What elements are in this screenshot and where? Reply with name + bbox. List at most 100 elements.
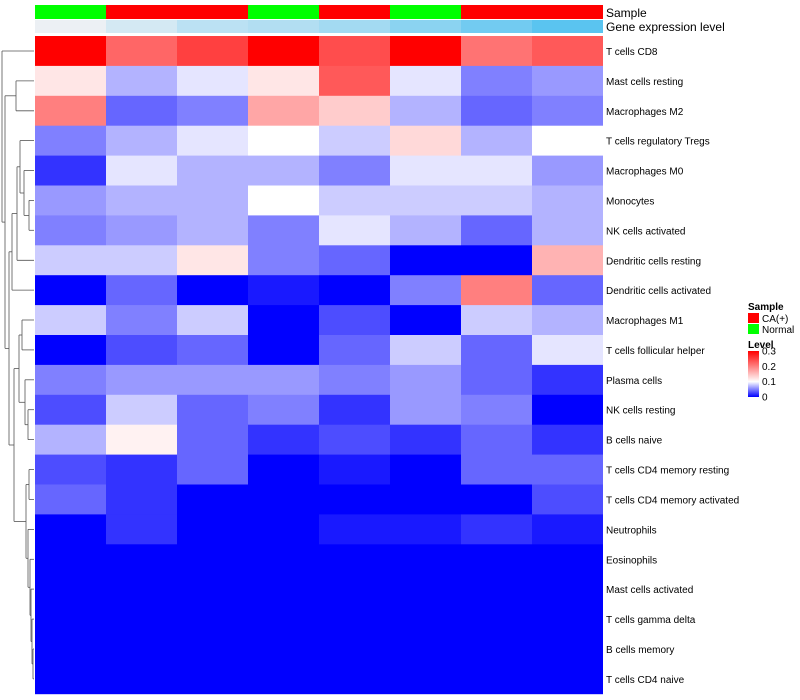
heatmap-cell xyxy=(461,185,532,216)
heatmap-cell xyxy=(177,335,248,366)
heatmap-cell xyxy=(35,604,106,635)
heatmap-cell xyxy=(248,36,319,67)
heatmap-cell xyxy=(319,185,390,216)
heatmap-cell xyxy=(248,604,319,635)
heatmap-cell xyxy=(248,544,319,575)
heatmap-cell xyxy=(319,604,390,635)
heatmap-cell xyxy=(35,305,106,336)
legend-swatch-normal xyxy=(748,324,759,334)
heatmap-cell xyxy=(390,634,461,665)
heatmap-cell xyxy=(177,364,248,396)
heatmap-cell xyxy=(390,574,461,605)
heatmap-cell xyxy=(390,394,461,426)
heatmap-cell xyxy=(390,95,461,127)
heatmap-cell xyxy=(319,335,390,366)
heatmap-cell xyxy=(319,484,390,515)
heatmap-cell xyxy=(461,663,532,695)
heatmap-cell xyxy=(177,604,248,635)
heatmap-cell xyxy=(390,245,461,276)
heatmap-cell xyxy=(532,364,603,396)
legend-label-ca: CA(+) xyxy=(762,314,788,325)
heatmap-cell xyxy=(532,36,603,67)
heatmap-cell xyxy=(461,454,532,485)
heatmap-cell xyxy=(248,424,319,455)
heatmap-cell xyxy=(532,185,603,216)
heatmap-cell xyxy=(106,634,177,665)
heatmap-cell xyxy=(461,125,532,156)
heatmap-cell xyxy=(248,245,319,276)
level-tick-label: 0.2 xyxy=(762,362,776,373)
row-label: Neutrophils xyxy=(606,525,657,536)
level-tick-label: 0.3 xyxy=(762,347,776,358)
sample-annotation-cell xyxy=(248,5,319,19)
heatmap-cell xyxy=(532,155,603,186)
heatmap-cell xyxy=(461,544,532,575)
heatmap-cell xyxy=(390,65,461,97)
heatmap-cell xyxy=(390,185,461,216)
heatmap-cell xyxy=(532,634,603,665)
heatmap-cell xyxy=(532,335,603,366)
heatmap-cell xyxy=(35,245,106,276)
row-label: T cells CD4 naive xyxy=(606,675,685,686)
heatmap-cell xyxy=(35,634,106,665)
heatmap-cell xyxy=(248,305,319,336)
heatmap-cell xyxy=(390,305,461,336)
heatmap-cell xyxy=(35,125,106,156)
heatmap-cell xyxy=(106,275,177,306)
heatmap-cell xyxy=(532,215,603,246)
heatmap-cell xyxy=(35,394,106,426)
expression-annotation-cell xyxy=(390,20,461,33)
heatmap-cell xyxy=(461,574,532,605)
row-label: Dendritic cells resting xyxy=(606,256,701,267)
row-label: Macrophages M0 xyxy=(606,167,684,178)
heatmap-cell xyxy=(319,663,390,695)
heatmap-cell xyxy=(532,544,603,575)
heatmap-cell xyxy=(532,95,603,127)
heatmap-cell xyxy=(532,454,603,485)
heatmap-cell xyxy=(461,215,532,246)
sample-annotation-cell xyxy=(106,5,177,19)
heatmap-cell xyxy=(461,155,532,186)
heatmap-cell xyxy=(390,604,461,635)
heatmap-cell xyxy=(532,125,603,156)
heatmap-cell xyxy=(248,514,319,545)
heatmap-cell xyxy=(177,305,248,336)
heatmap-cell xyxy=(461,484,532,515)
heatmap-cell xyxy=(248,484,319,515)
heatmap-cell xyxy=(106,305,177,336)
heatmap-cell xyxy=(248,155,319,186)
heatmap-cell xyxy=(532,394,603,426)
heatmap-cell xyxy=(177,514,248,545)
legend-swatch-ca xyxy=(748,313,759,323)
heatmap-cell xyxy=(106,574,177,605)
level-tick-label: 0 xyxy=(762,393,768,404)
heatmap-cell xyxy=(532,604,603,635)
heatmap-cell xyxy=(35,544,106,575)
heatmap-cell xyxy=(35,424,106,455)
level-colorbar xyxy=(748,351,759,397)
heatmap-cell xyxy=(319,514,390,545)
row-label: T cells CD4 memory resting xyxy=(606,466,729,477)
annotation-label-expression: Gene expression level xyxy=(606,20,725,34)
heatmap-cell xyxy=(319,65,390,97)
expression-annotation-cell xyxy=(461,20,532,33)
heatmap-cell xyxy=(461,335,532,366)
heatmap-cell xyxy=(390,335,461,366)
heatmap-cell xyxy=(177,484,248,515)
heatmap-cell xyxy=(532,65,603,97)
heatmap-cell xyxy=(532,275,603,306)
heatmap-cell xyxy=(532,424,603,455)
heatmap-cell xyxy=(35,574,106,605)
row-label: Plasma cells xyxy=(606,376,662,387)
heatmap-cell xyxy=(248,335,319,366)
heatmap-cell xyxy=(177,65,248,97)
heatmap-cell xyxy=(106,36,177,67)
heatmap-cell xyxy=(248,663,319,695)
heatmap-cell xyxy=(390,155,461,186)
annotation-label-sample: Sample xyxy=(606,6,647,20)
expression-annotation-cell xyxy=(532,20,603,33)
sample-annotation-cell xyxy=(461,5,532,19)
heatmap-cell xyxy=(106,544,177,575)
heatmap-cell xyxy=(106,484,177,515)
heatmap-cell xyxy=(177,36,248,67)
